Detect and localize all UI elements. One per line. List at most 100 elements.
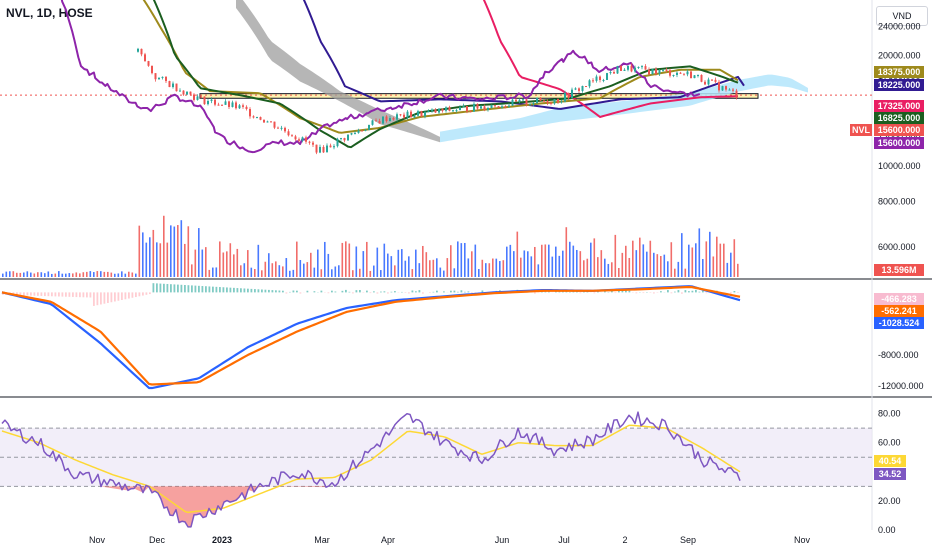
volume-bar (509, 244, 512, 277)
macd-histogram-bar (369, 292, 372, 294)
macd-histogram-bar (331, 290, 333, 293)
macd-histogram-bar (229, 287, 232, 293)
macd-histogram-bar (604, 290, 606, 293)
candle-body (235, 102, 237, 109)
macd-histogram-bar (177, 284, 179, 293)
macd-histogram-bar (247, 288, 249, 293)
volume-bar (30, 272, 32, 277)
candle-body (434, 109, 437, 113)
volume-bar (187, 226, 190, 277)
volume-bar (362, 251, 365, 277)
volume-bar (656, 254, 659, 277)
volume-bar (443, 270, 445, 277)
volume-bar (82, 272, 85, 277)
candle-body (228, 101, 230, 107)
candle-body (539, 97, 542, 101)
candle-body (714, 79, 717, 82)
candle-body (494, 105, 496, 107)
candle-body (480, 106, 482, 109)
macd-histogram-bar (30, 292, 32, 296)
candle-body (144, 54, 146, 62)
volume-bar (572, 245, 575, 277)
volume-bar (590, 242, 592, 277)
volume-bar (152, 229, 155, 277)
volume-bar (719, 243, 722, 277)
macd-histogram-bar (145, 292, 148, 295)
candle-body (371, 120, 374, 125)
candle-body (651, 68, 654, 75)
volume-bar (261, 270, 263, 277)
candle-body (672, 75, 675, 77)
macd-histogram-bar (642, 292, 645, 294)
macd-histogram-bar (226, 287, 228, 293)
candle-body (252, 116, 255, 118)
volume-bar (229, 243, 232, 277)
chikou-span-line (60, 0, 701, 154)
macd-histogram-bar (222, 287, 225, 293)
macd-histogram-bar (149, 292, 151, 295)
volume-bar (233, 254, 235, 277)
candle-body (277, 127, 279, 129)
volume-bar (660, 256, 662, 277)
candle-body (263, 119, 265, 123)
macd-histogram-bar (271, 290, 274, 293)
macd-histogram-bar (219, 287, 221, 293)
time-axis-tick: 2 (622, 535, 627, 545)
volume-bar (467, 258, 470, 277)
volume-bar (691, 247, 694, 277)
candle-body (515, 99, 517, 102)
candle-body (193, 94, 195, 100)
volume-bar (289, 270, 291, 277)
macd-histogram-bar (730, 292, 732, 294)
candle-body (686, 71, 689, 75)
volume-bar (544, 244, 547, 277)
volume-bar (149, 237, 151, 277)
candle-body (168, 81, 171, 88)
volume-bar (12, 271, 15, 277)
rsi-tag (874, 455, 906, 467)
volume-bar (268, 253, 270, 277)
candle-body (301, 137, 304, 141)
candle-body (207, 100, 209, 105)
candle-body (287, 131, 290, 136)
candle-body (441, 108, 444, 111)
rsi-tag (874, 468, 906, 480)
candle-body (200, 96, 202, 98)
macd-histogram-bar (65, 292, 67, 297)
macd-histogram-bar (415, 291, 417, 293)
candle-body (483, 106, 486, 110)
volume-bar (208, 269, 211, 277)
candle-body (718, 81, 720, 91)
macd-histogram-bar (233, 287, 235, 293)
macd-histogram-bar (373, 291, 375, 293)
volume-bar (275, 261, 277, 277)
macd-axis-tick: -8000.000 (878, 350, 919, 360)
candle-body (158, 77, 160, 80)
volume-bar (26, 271, 29, 277)
volume-bar (5, 271, 8, 277)
time-axis-tick: Nov (794, 535, 811, 545)
price-tag-label: 17325.000 (878, 101, 921, 111)
volume-bar (54, 273, 57, 277)
macd-histogram-bar (635, 292, 638, 294)
volume-bar (19, 272, 22, 277)
volume-bar (607, 263, 610, 277)
volume-bar (145, 242, 148, 277)
candle-body (522, 99, 524, 101)
macd-histogram-bar (481, 290, 484, 293)
price-tag-label: 18375.000 (878, 67, 921, 77)
candle-body (508, 105, 510, 107)
candle-body (665, 69, 668, 71)
macd-histogram-bar (275, 290, 277, 293)
macd-histogram-bar (86, 292, 88, 298)
volume-bar (611, 262, 613, 277)
volume-bar (278, 265, 281, 277)
currency-selector[interactable]: VND (876, 6, 928, 26)
candle-body (700, 74, 703, 82)
candle-body (595, 76, 598, 81)
candle-body (294, 136, 297, 140)
kijun-sen-line (142, 0, 739, 134)
candle-body (697, 74, 699, 76)
volume-bar (142, 232, 144, 277)
